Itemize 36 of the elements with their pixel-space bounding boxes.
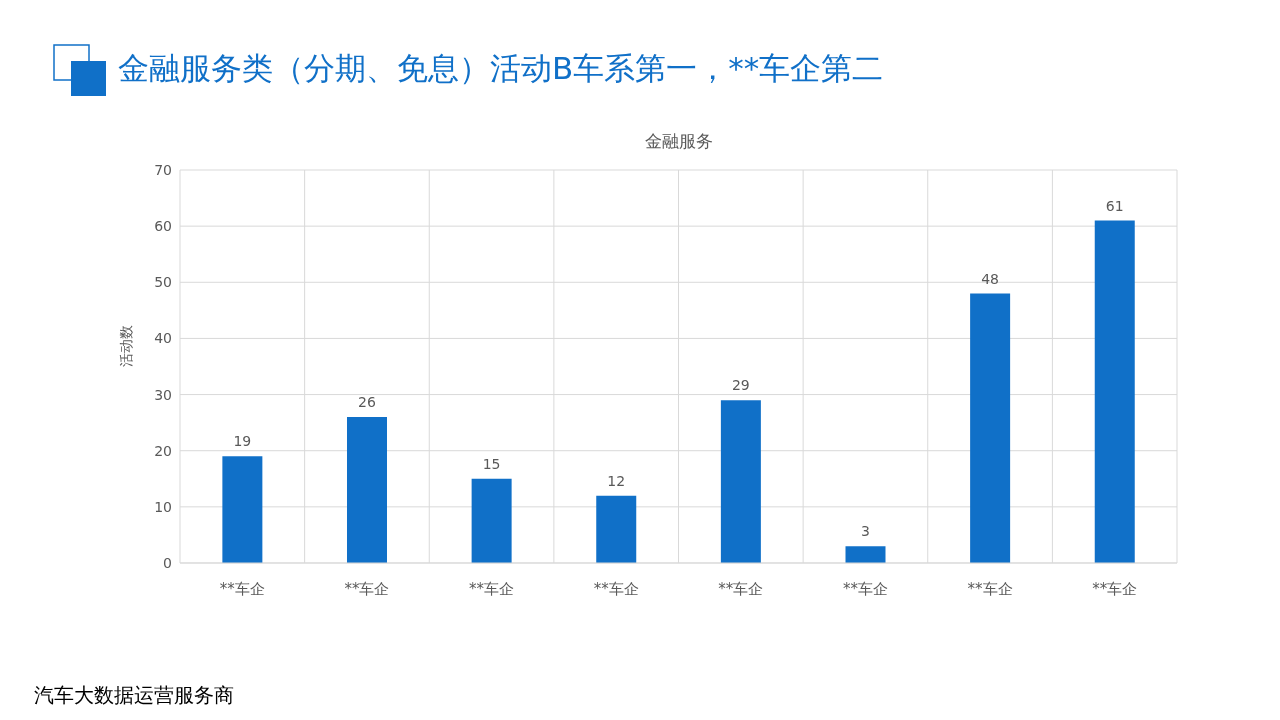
data-label: 48 xyxy=(981,270,1000,287)
data-label: 29 xyxy=(731,377,750,394)
y-tick-label: 60 xyxy=(154,218,172,235)
y-axis-title: 活动数 xyxy=(117,324,134,367)
x-tick-label: **车企 xyxy=(718,579,764,598)
x-tick-label: **车企 xyxy=(469,579,515,598)
bar xyxy=(1094,220,1135,563)
bar xyxy=(596,495,637,563)
bar xyxy=(845,546,886,563)
chart-subtitle: 金融服务 xyxy=(643,130,714,153)
bar xyxy=(720,400,761,563)
data-label: 26 xyxy=(358,394,376,411)
y-tick-label: 20 xyxy=(154,442,172,459)
bar xyxy=(970,293,1011,563)
x-tick-label: **车企 xyxy=(967,579,1013,598)
data-label: 3 xyxy=(861,523,870,540)
y-tick-label: 50 xyxy=(154,274,172,291)
y-tick-label: 40 xyxy=(154,330,172,347)
bar xyxy=(347,417,387,563)
chart-title: 金融服务类（分期、免息）活动B车系第一，**车企第二 xyxy=(118,49,884,88)
data-label: 12 xyxy=(607,472,626,489)
y-tick-label: 10 xyxy=(154,498,172,515)
y-tick-label: 70 xyxy=(154,161,172,178)
y-tick-label: 30 xyxy=(154,386,172,403)
bar xyxy=(222,456,263,563)
x-tick-label: **车企 xyxy=(593,579,639,598)
data-label: 15 xyxy=(482,455,501,472)
x-tick-label: **车企 xyxy=(219,579,265,598)
data-label: 19 xyxy=(233,433,252,450)
x-tick-label: **车企 xyxy=(842,579,888,598)
x-tick-label: **车企 xyxy=(344,579,390,598)
text: 汽车大数据运营服务商 xyxy=(34,682,234,709)
x-tick-label: **车企 xyxy=(1092,579,1138,598)
y-tick-label: 0 xyxy=(163,554,172,571)
data-label: 61 xyxy=(1105,197,1124,214)
bar xyxy=(471,478,512,563)
